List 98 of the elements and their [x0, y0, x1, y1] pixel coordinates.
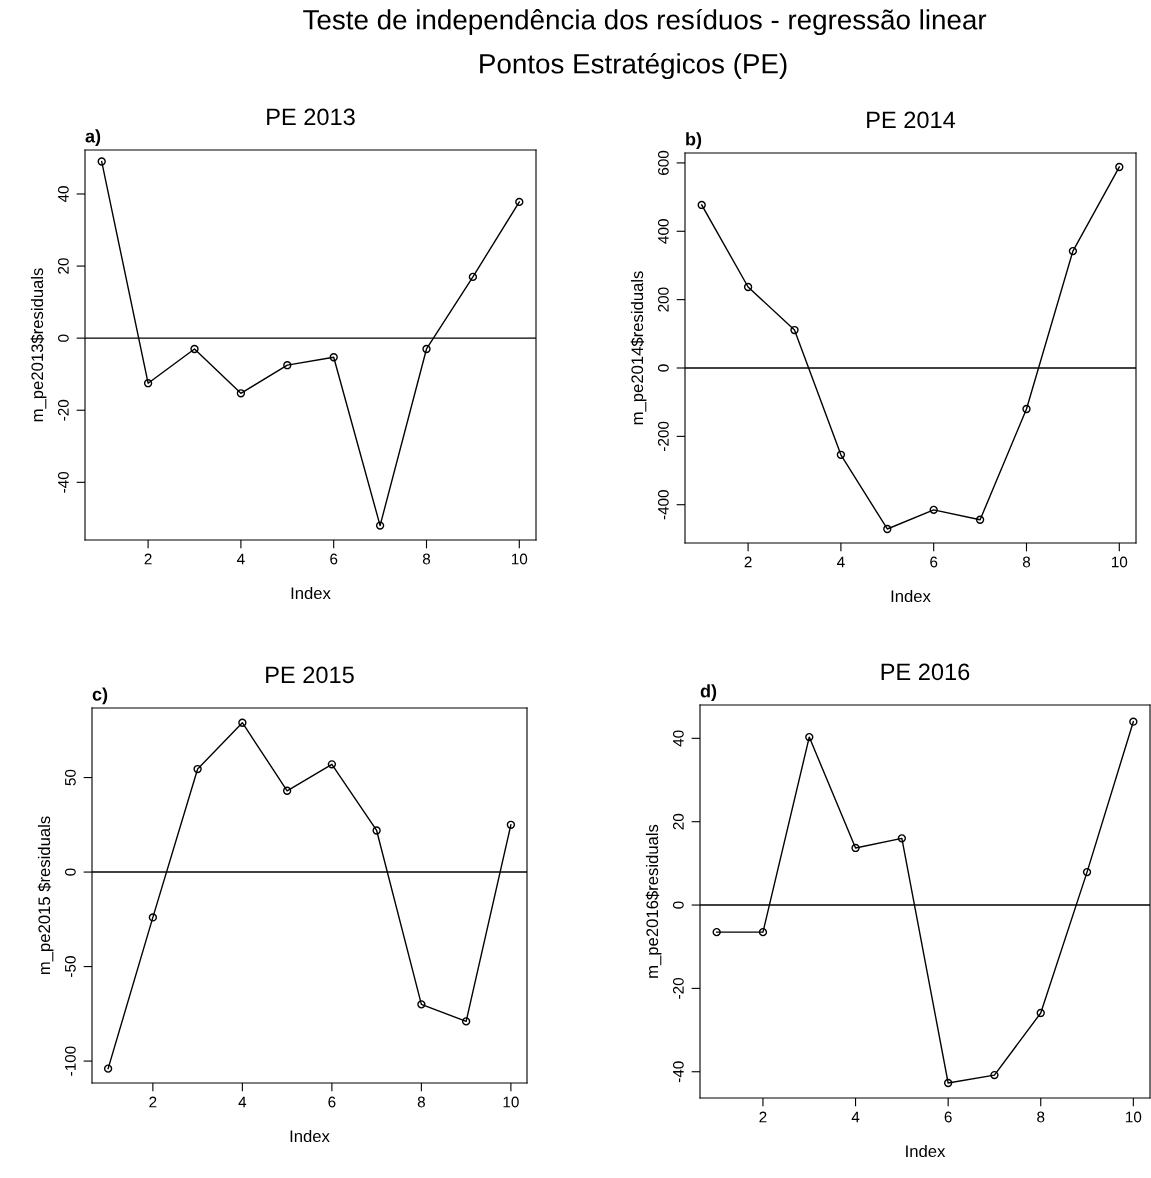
point [97, 157, 106, 166]
point [148, 913, 158, 922]
x-tick-label: 2 [759, 1111, 767, 1123]
y-tick-label: 600 [657, 150, 669, 175]
chart-title: PE 2016 [881, 663, 970, 681]
x-tick-label: 10 [1111, 556, 1128, 568]
point [943, 1078, 953, 1088]
x-tick-label: 10 [503, 1096, 519, 1108]
y-tick-label: 0 [64, 868, 76, 876]
x-tick-label: 10 [1126, 1111, 1142, 1123]
x-axis-title: Index [290, 1129, 330, 1143]
point [897, 834, 907, 843]
y-tick-label: 400 [657, 219, 669, 244]
point [929, 505, 938, 515]
text: a) [85, 129, 101, 147]
y-tick-label: 0 [672, 901, 684, 909]
x-tick-label: 8 [1022, 556, 1031, 568]
point [851, 843, 860, 853]
x-axis-title: Index [291, 586, 331, 600]
x-tick-label: 6 [930, 556, 938, 568]
point [282, 786, 292, 795]
chart-title: PE 2015 [266, 666, 354, 684]
point [712, 927, 721, 937]
x-tick-label: 8 [417, 1096, 425, 1108]
y-tick-label: -400 [657, 490, 669, 520]
y-tick-label: -100 [64, 1046, 76, 1076]
text: Teste de independência dos resíduos - regressão linear [303, 8, 987, 36]
point [743, 282, 753, 292]
point [417, 1000, 426, 1009]
chart-title: PE 2013 [267, 108, 355, 126]
x-tick-label: 2 [144, 553, 152, 565]
point [975, 515, 985, 524]
y-tick-label: 40 [57, 186, 69, 203]
y-axis-title: m_pe2016$residuals [645, 824, 662, 978]
point [836, 450, 846, 459]
y-axis-title: m_pe2013$residuals [30, 268, 47, 422]
y-tick-label: 200 [657, 287, 669, 312]
x-tick-label: 4 [851, 1111, 860, 1123]
point [238, 718, 247, 727]
x-tick-label: 6 [328, 1096, 336, 1108]
point [758, 927, 768, 937]
point [461, 1017, 471, 1026]
y-tick-label: 20 [57, 258, 69, 274]
y-tick-label: -50 [64, 956, 76, 977]
text: Pontos Estratégicos (PE) [480, 52, 787, 80]
point [1022, 404, 1031, 414]
y-axis-title: m_pe2014$residuals [630, 271, 647, 425]
point [468, 272, 478, 282]
y-axis-title: m_pe2015 $residuals [37, 816, 54, 975]
point [422, 344, 431, 354]
x-tick-label: 4 [238, 1096, 247, 1108]
point [506, 820, 516, 829]
y-tick-label: 40 [672, 730, 684, 747]
point [805, 732, 814, 742]
text: d) [700, 684, 717, 702]
x-tick-label: 10 [511, 553, 528, 565]
x-tick-label: 6 [944, 1111, 952, 1123]
x-tick-label: 2 [149, 1096, 157, 1108]
point [1036, 1008, 1045, 1018]
point [990, 1070, 999, 1080]
x-tick-label: 8 [1037, 1111, 1045, 1123]
y-tick-label: 50 [64, 769, 76, 786]
x-axis-title: Index [906, 1144, 946, 1158]
point [790, 325, 799, 335]
point [515, 197, 524, 207]
x-tick-label: 4 [237, 553, 245, 565]
point [1129, 717, 1138, 726]
point [283, 361, 292, 370]
point [327, 760, 337, 769]
y-tick-label: -40 [672, 1061, 684, 1083]
point [329, 353, 338, 362]
text: c) [92, 687, 108, 705]
y-tick-label: -40 [57, 471, 69, 493]
y-tick-label: -20 [672, 977, 684, 999]
point [1082, 867, 1092, 877]
point [1068, 246, 1078, 256]
chart-title: PE 2014 [867, 111, 956, 129]
point [190, 344, 199, 354]
y-tick-label: -20 [57, 399, 69, 421]
x-tick-label: 8 [422, 553, 431, 565]
x-axis-title: Index [891, 589, 931, 603]
x-tick-label: 2 [744, 556, 752, 568]
x-tick-label: 4 [837, 556, 845, 568]
y-tick-label: 0 [57, 334, 69, 342]
point [372, 826, 381, 835]
point [236, 389, 246, 398]
point [193, 764, 202, 774]
y-tick-label: -200 [657, 421, 669, 451]
text: b) [686, 132, 702, 150]
y-tick-label: 20 [672, 813, 684, 830]
point [697, 200, 706, 210]
x-tick-label: 6 [330, 553, 338, 565]
point [375, 521, 385, 530]
y-tick-label: 0 [657, 364, 669, 372]
point [883, 524, 892, 534]
point [1115, 162, 1124, 172]
point [143, 379, 153, 388]
point [103, 1064, 113, 1073]
